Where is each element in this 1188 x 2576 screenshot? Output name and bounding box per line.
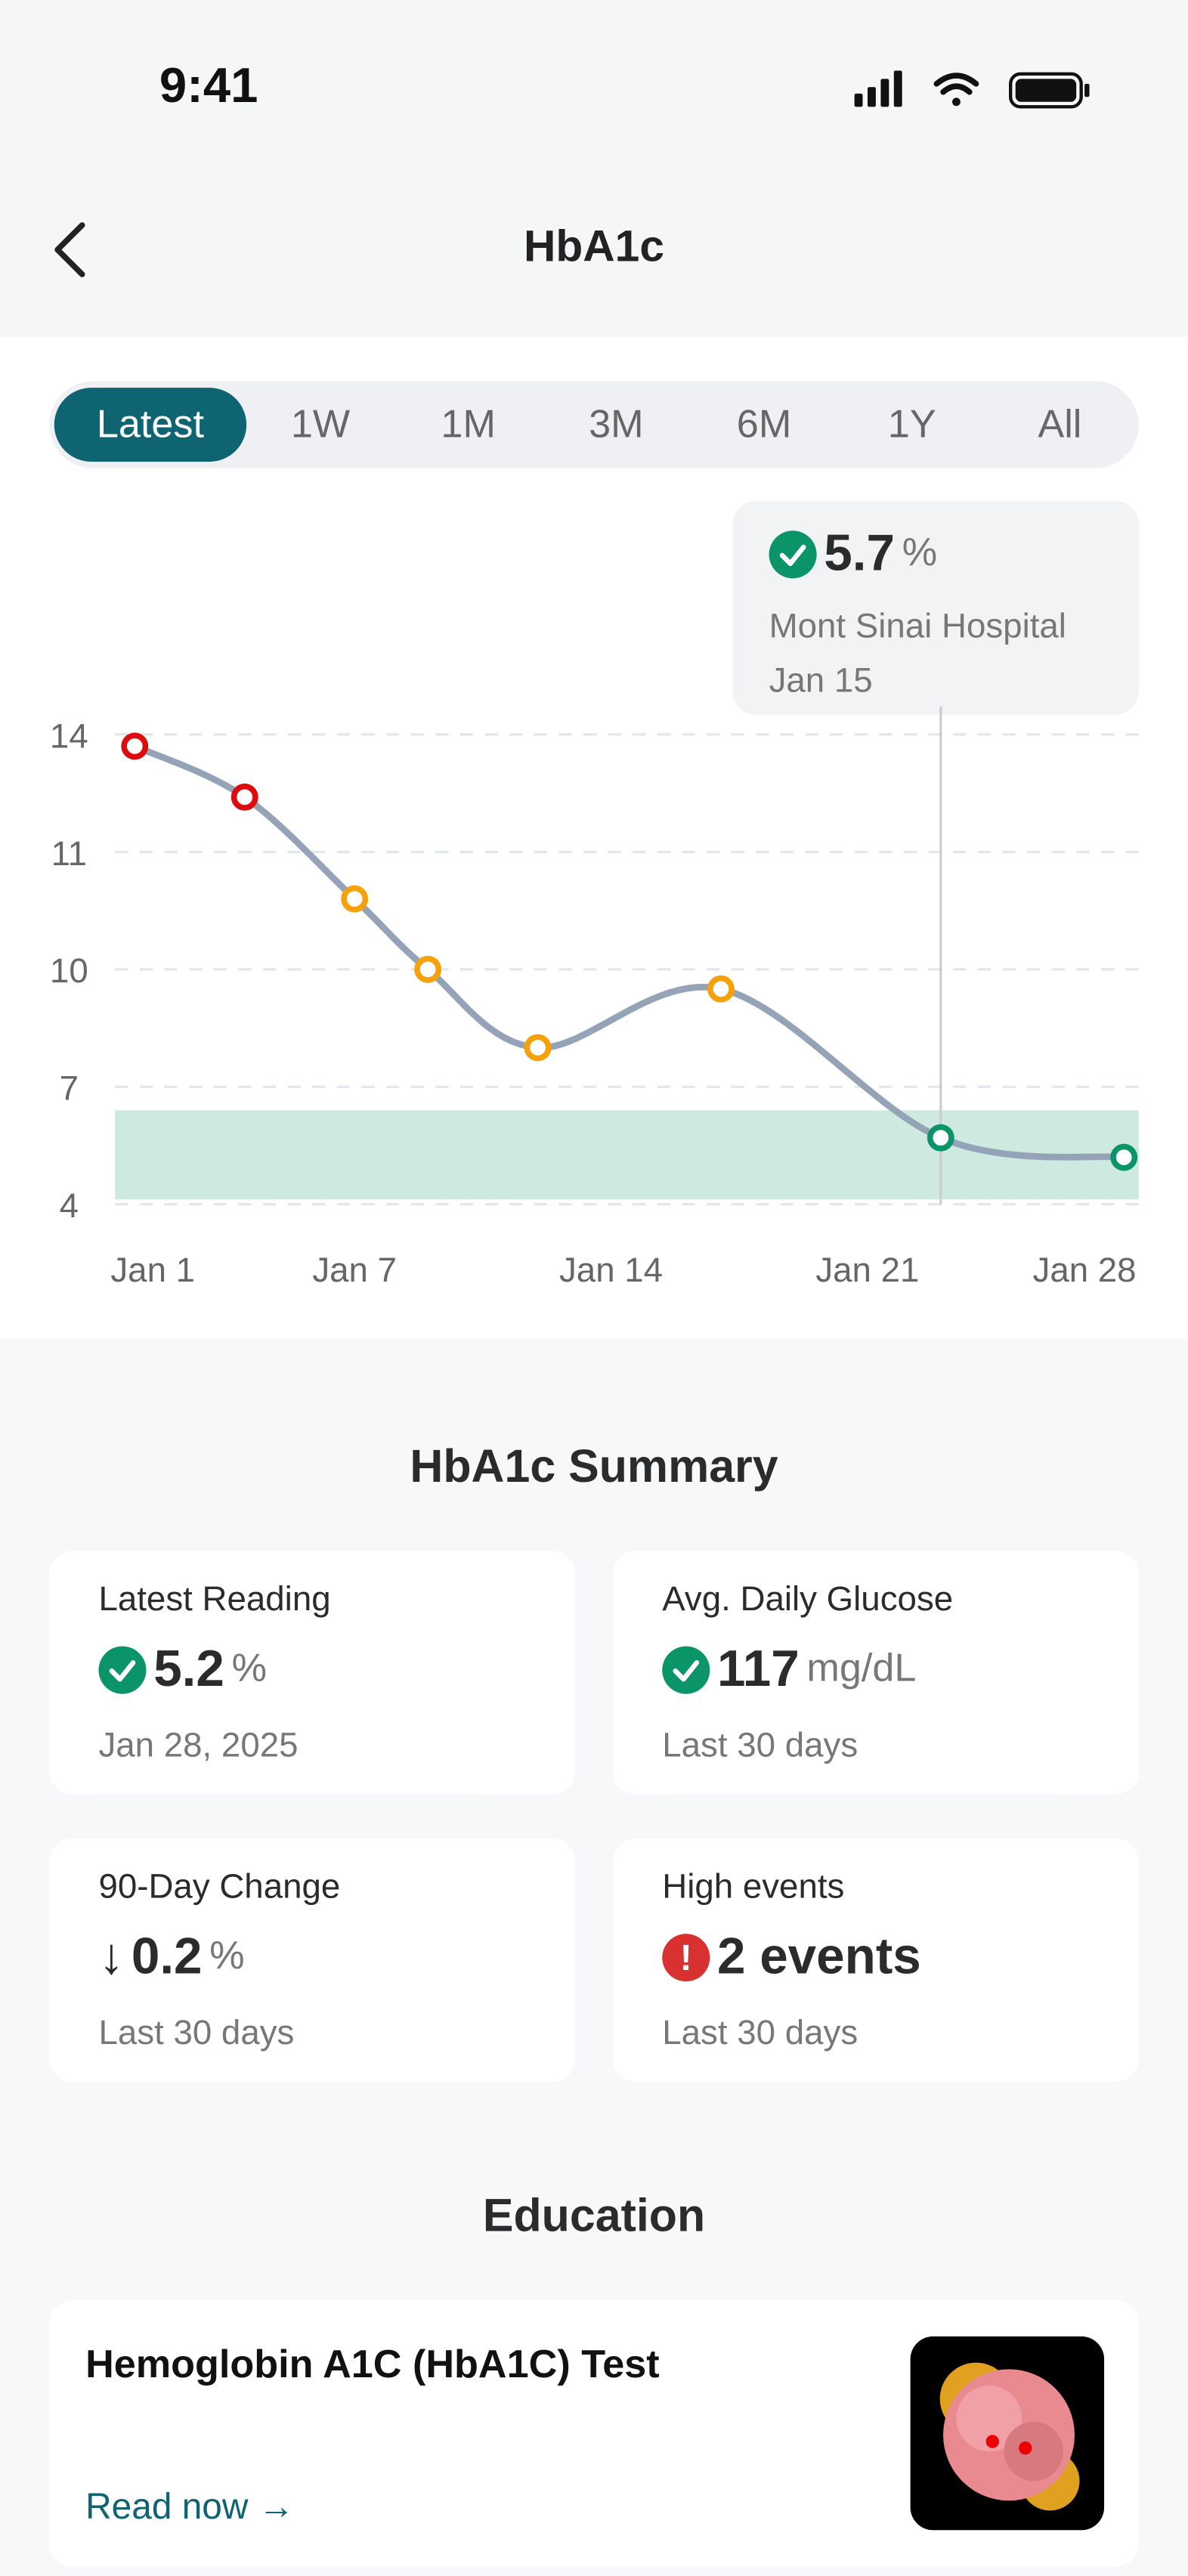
tooltip-value: 5.7 xyxy=(824,524,896,582)
time-range-selector: Latest 1W 1M 3M 6M 1Y All xyxy=(49,381,1139,469)
card-value: 5.2 xyxy=(153,1639,224,1698)
data-point[interactable] xyxy=(230,783,258,811)
arrow-down-icon: ↓ xyxy=(98,1927,125,1985)
page-title: HbA1c xyxy=(524,221,664,271)
signal-icon xyxy=(854,70,902,107)
data-point[interactable] xyxy=(524,1034,552,1062)
y-tick-label: 7 xyxy=(60,1069,79,1108)
card-unit: % xyxy=(209,1934,245,1978)
data-point[interactable] xyxy=(121,732,149,760)
card-unit: % xyxy=(231,1646,268,1691)
wifi-icon xyxy=(933,73,979,107)
card-value: 117 xyxy=(716,1639,800,1698)
card-subtext: Last 30 days xyxy=(662,1727,859,1765)
data-point[interactable] xyxy=(414,955,442,983)
tab-latest[interactable]: Latest xyxy=(54,388,247,462)
education-article-card[interactable]: Hemoglobin A1C (HbA1C) Test Read now → xyxy=(49,2300,1139,2567)
status-icons xyxy=(854,70,1090,109)
latest-reading-card[interactable]: Latest Reading 5.2 % Jan 28, 2025 xyxy=(49,1551,576,1795)
battery-icon xyxy=(1009,72,1090,109)
back-button[interactable] xyxy=(46,218,105,281)
check-circle-icon xyxy=(769,530,817,578)
tab-1m[interactable]: 1M xyxy=(441,402,496,447)
change-card[interactable]: 90-Day Change ↓ 0.2 % Last 30 days xyxy=(49,1838,576,2082)
card-label: High events xyxy=(662,1868,845,1906)
data-point[interactable] xyxy=(1110,1143,1138,1171)
tooltip-location: Mont Sinai Hospital xyxy=(769,608,1066,646)
tab-6m[interactable]: 6M xyxy=(736,402,792,447)
data-point[interactable] xyxy=(707,975,735,1003)
x-tick-label: Jan 1 xyxy=(110,1251,195,1289)
education-title: Education xyxy=(482,2190,706,2241)
trend-line xyxy=(131,743,1128,1161)
card-label: 90-Day Change xyxy=(98,1868,341,1906)
tooltip-unit: % xyxy=(902,530,938,576)
check-circle-icon xyxy=(662,1645,710,1693)
check-circle-icon xyxy=(98,1645,147,1693)
alert-circle-icon: ! xyxy=(662,1933,710,1981)
status-bar xyxy=(0,0,1188,165)
card-value: 0.2 xyxy=(131,1927,203,1985)
y-tick-label: 11 xyxy=(51,834,87,873)
tooltip-date: Jan 15 xyxy=(769,662,873,700)
high-events-card[interactable]: High events ! 2 events Last 30 days xyxy=(613,1838,1139,2082)
card-value: 2 events xyxy=(716,1927,921,1985)
card-subtext: Last 30 days xyxy=(98,2014,295,2052)
data-point[interactable] xyxy=(341,885,369,913)
card-label: Latest Reading xyxy=(98,1580,331,1619)
data-point[interactable] xyxy=(927,1124,954,1152)
y-tick-label: 10 xyxy=(50,951,88,990)
reading-tooltip: 5.7 % Mont Sinai Hospital Jan 15 xyxy=(732,501,1139,715)
hemoglobin-molecule-image xyxy=(910,2336,1105,2531)
y-tick-label: 14 xyxy=(50,716,88,755)
x-tick-label: Jan 28 xyxy=(1032,1251,1136,1289)
article-title: Hemoglobin A1C (HbA1C) Test xyxy=(85,2343,660,2388)
card-subtext: Last 30 days xyxy=(662,2014,859,2052)
tab-1y[interactable]: 1Y xyxy=(887,402,936,447)
tab-all[interactable]: All xyxy=(1038,402,1082,447)
read-now-label: Read now xyxy=(85,2485,249,2528)
card-unit: mg/dL xyxy=(806,1646,917,1691)
target-range-band xyxy=(115,1110,1139,1200)
arrow-right-icon: → xyxy=(258,2485,295,2528)
x-tick-label: Jan 21 xyxy=(815,1251,919,1289)
read-now-link[interactable]: Read now → xyxy=(85,2486,295,2529)
chevron-left-icon xyxy=(54,222,85,277)
avg-glucose-card[interactable]: Avg. Daily Glucose 117 mg/dL Last 30 day… xyxy=(613,1551,1139,1795)
tab-1w[interactable]: 1W xyxy=(290,402,351,447)
y-tick-label: 4 xyxy=(60,1186,79,1225)
x-tick-label: Jan 14 xyxy=(559,1251,663,1289)
card-subtext: Jan 28, 2025 xyxy=(98,1727,299,1765)
tab-3m[interactable]: 3M xyxy=(589,402,644,447)
hba1c-chart[interactable]: 14 11 10 7 4 Jan 1 Jan 7 Jan 14 Jan 21 Jan 28 xyxy=(0,706,1188,1314)
status-time: 9:41 xyxy=(159,59,258,114)
card-label: Avg. Daily Glucose xyxy=(662,1580,954,1619)
x-tick-label: Jan 7 xyxy=(312,1251,397,1289)
nav-header xyxy=(0,164,1188,337)
summary-title: HbA1c Summary xyxy=(410,1440,778,1492)
